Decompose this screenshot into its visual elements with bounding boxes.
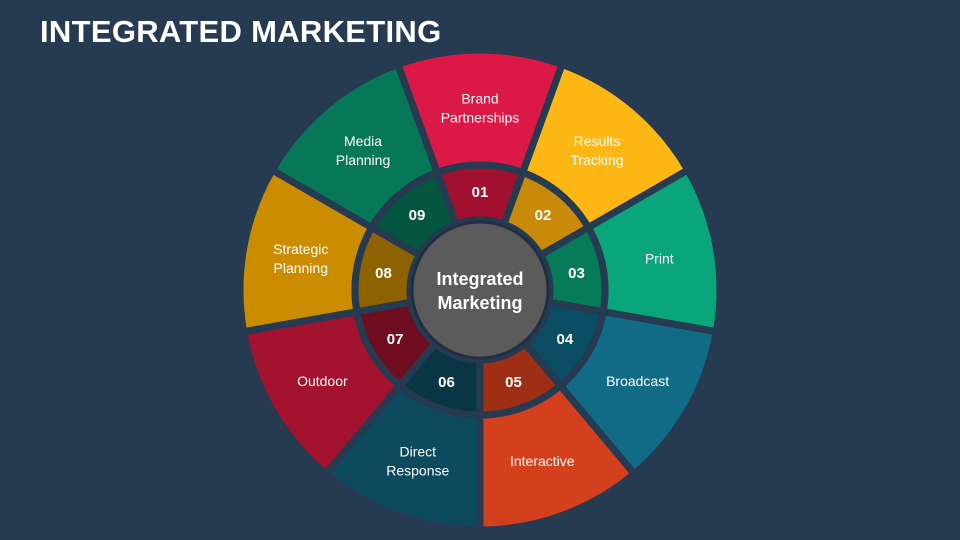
segment-number: 07 — [387, 331, 404, 348]
segment-number: 09 — [409, 207, 426, 224]
segment-label: Planning — [336, 152, 391, 168]
segment-number: 03 — [568, 265, 585, 282]
segment-number: 04 — [557, 331, 574, 348]
segment-number: 01 — [472, 184, 489, 201]
segment-label: Print — [645, 250, 674, 266]
segment-label: Strategic — [273, 241, 328, 257]
segment-number: 02 — [535, 207, 552, 224]
segment-label: Tracking — [570, 152, 623, 168]
segment-label: Planning — [274, 260, 329, 276]
segment-label: Response — [386, 463, 449, 479]
page-title: INTEGRATED MARKETING — [40, 14, 442, 49]
segment-number: 08 — [375, 265, 392, 282]
segment-label: Partnerships — [441, 110, 520, 126]
segment-number: 06 — [438, 374, 455, 391]
center-circle — [410, 220, 550, 360]
segment-label: Interactive — [510, 453, 575, 469]
segment-label: Direct — [399, 444, 436, 460]
segment-label: Results — [574, 133, 621, 149]
segment-label: Brand — [461, 91, 498, 107]
segment-label: Media — [344, 133, 382, 149]
segment-07: 07 Outdoor — [239, 298, 440, 479]
segment-number: 05 — [505, 374, 522, 391]
segment-inner-09 — [366, 168, 461, 260]
segment-09: 09 Media Planning — [267, 59, 461, 260]
segment-03: 03 Print — [535, 165, 724, 336]
segment-label: Outdoor — [297, 373, 348, 389]
center-label: Integrated — [436, 269, 523, 289]
segment-label: Broadcast — [606, 373, 669, 389]
center-label: Marketing — [437, 293, 522, 313]
